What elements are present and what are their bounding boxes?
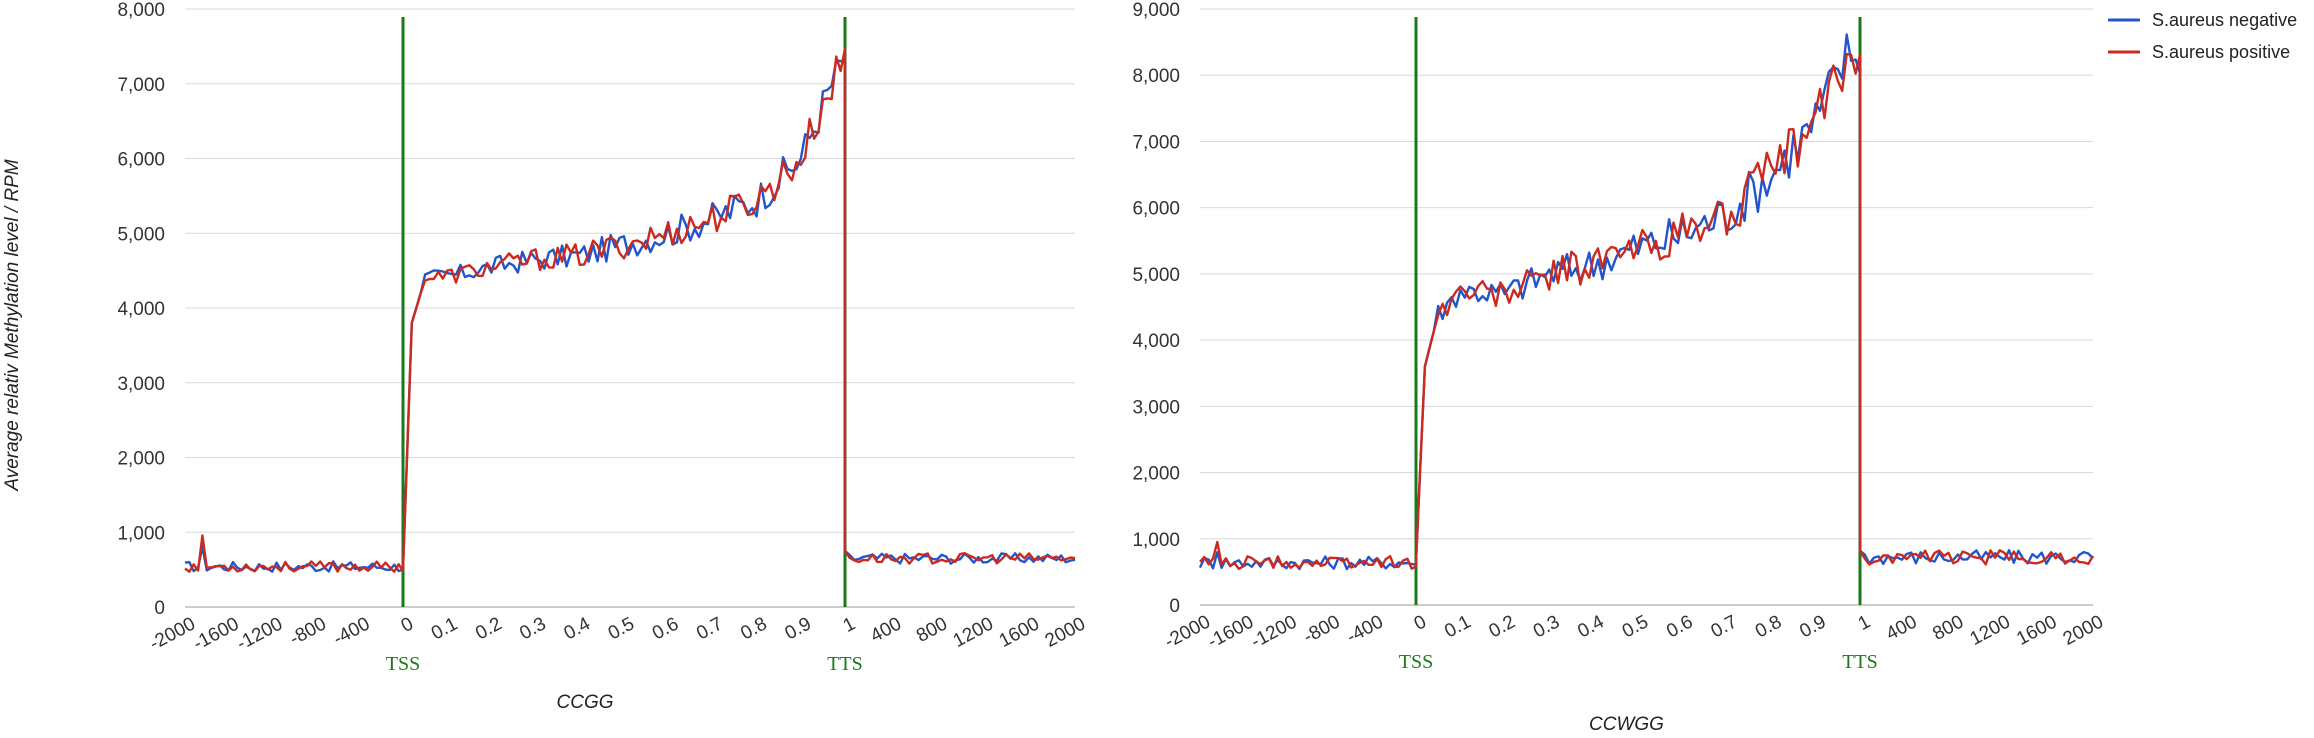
x-tick-label: 0.7 — [1708, 611, 1741, 642]
x-tick-label: -1200 — [1248, 611, 1301, 652]
legend-label-positive: S.aureus positive — [2152, 42, 2290, 62]
x-tick-label: 0.1 — [1441, 611, 1474, 642]
y-tick-label: 2,000 — [117, 449, 165, 470]
x-tick-label: 0.6 — [649, 613, 682, 644]
x-tick-label: 0.7 — [693, 613, 726, 644]
legend: S.aureus negative S.aureus positive — [2108, 10, 2297, 62]
x-tick-label: 1 — [1855, 611, 1874, 635]
x-tick-label: -2000 — [1161, 611, 1214, 652]
x-tick-label: 1600 — [2013, 611, 2060, 649]
x-tick-label: 2000 — [2060, 611, 2107, 649]
x-tick-label: 2000 — [1042, 613, 1089, 651]
series-line-negative — [184, 59, 1076, 573]
chart-panel-ccwgg: 0 1,000 2,000 3,000 4,000 5,000 6,000 7,000 8,00… — [1132, 0, 2107, 735]
x-axis-title: CCWGG — [1589, 714, 1664, 735]
y-tick-label: 6,000 — [1132, 199, 1180, 220]
x-axis-title: CCGG — [557, 692, 614, 713]
x-tick-label: 800 — [913, 613, 951, 646]
x-tick-label: -2000 — [146, 613, 199, 654]
y-tick-label: 7,000 — [117, 75, 165, 96]
marker-label-tss: TSS — [386, 653, 420, 675]
x-tick-label: 0.8 — [1752, 611, 1785, 642]
series-line-negative — [1198, 33, 2094, 571]
x-tick-label: 0.4 — [1574, 611, 1608, 642]
chart-panel-ccgg: 0 1,000 2,000 3,000 4,000 5,000 6,000 7,000 8,00… — [117, 0, 1089, 713]
y-tick-label: 3,000 — [117, 374, 165, 395]
x-tick-label: -1600 — [1204, 611, 1257, 652]
series-line-positive — [1199, 52, 2095, 571]
x-tick-label: 0.2 — [1486, 611, 1519, 642]
x-tick-label: 0.3 — [516, 613, 549, 644]
x-tick-label: 0.3 — [1530, 611, 1563, 642]
y-tick-label: 3,000 — [1132, 397, 1180, 418]
x-tick-label: 0 — [398, 613, 417, 637]
x-tick-label: -400 — [1343, 611, 1386, 647]
x-tick-label: 0.5 — [1619, 611, 1652, 642]
x-tick-label: 1200 — [950, 613, 997, 651]
x-tick-label: -1600 — [190, 613, 243, 654]
legend-label-negative: S.aureus negative — [2152, 10, 2297, 30]
x-tick-label: 1200 — [1967, 611, 2014, 649]
y-tick-label: 0 — [154, 598, 165, 619]
x-tick-label: 0.4 — [561, 613, 595, 644]
y-tick-label: 8,000 — [1132, 66, 1180, 87]
marker-label-tss: TSS — [1399, 651, 1433, 673]
x-tick-label: 0.2 — [472, 613, 505, 644]
x-tick-label: -800 — [286, 613, 329, 649]
y-tick-label: 0 — [1169, 596, 1180, 617]
x-tick-label: -800 — [1300, 611, 1343, 647]
y-tick-label: 6,000 — [117, 150, 165, 171]
y-tick-label: 4,000 — [117, 299, 165, 320]
y-tick-label: 9,000 — [1132, 0, 1180, 21]
y-tick-label: 4,000 — [1132, 331, 1180, 352]
x-tick-label: 0 — [1411, 611, 1430, 635]
x-tick-label: 0.1 — [428, 613, 461, 644]
y-tick-label: 7,000 — [1132, 132, 1180, 153]
x-tick-label: 0.9 — [782, 613, 815, 644]
y-tick-label: 8,000 — [117, 0, 165, 21]
x-tick-label: -1200 — [233, 613, 286, 654]
series-line-positive — [184, 47, 1076, 573]
x-tick-label: 0.6 — [1663, 611, 1696, 642]
x-tick-label: 1600 — [996, 613, 1043, 651]
marker-label-tts: TTS — [827, 653, 863, 675]
marker-label-tts: TTS — [1842, 651, 1878, 673]
x-tick-label: -400 — [330, 613, 373, 649]
x-tick-label: 1 — [840, 613, 859, 637]
x-tick-label: 0.5 — [605, 613, 638, 644]
y-tick-label: 1,000 — [117, 523, 165, 544]
y-tick-label: 5,000 — [1132, 265, 1180, 286]
x-tick-label: 0.9 — [1796, 611, 1829, 642]
x-tick-label: 0.8 — [737, 613, 770, 644]
y-tick-label: 5,000 — [117, 224, 165, 245]
x-tick-label: 400 — [867, 613, 905, 646]
y-axis-title: Average relativ Methylation level / RPM — [2, 159, 23, 491]
x-tick-label: 400 — [1883, 611, 1921, 644]
y-tick-label: 1,000 — [1132, 530, 1180, 551]
x-tick-label: 800 — [1929, 611, 1967, 644]
y-tick-label: 2,000 — [1132, 464, 1180, 485]
